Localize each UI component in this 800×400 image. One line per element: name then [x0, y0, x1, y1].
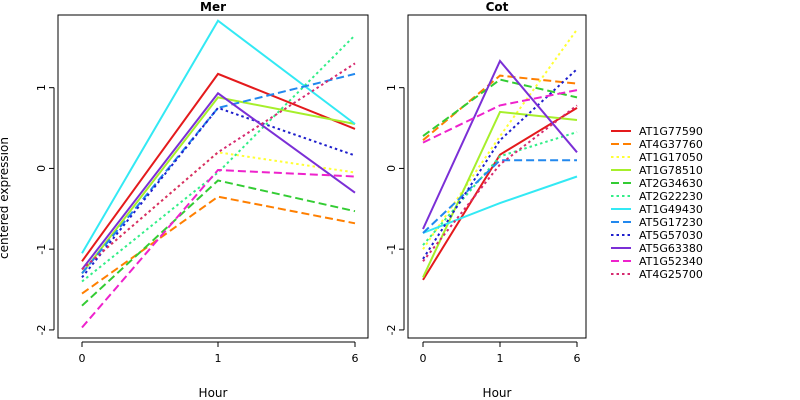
x-tick-label: 6: [574, 352, 581, 365]
y-tick-label: 1: [35, 84, 48, 91]
series-line-at1g77590: [81, 72, 356, 262]
y-tick-label: 1: [385, 84, 398, 91]
plot-frame: [407, 14, 587, 339]
legend-label: AT2G34630: [639, 177, 703, 190]
series-line-at1g52340: [81, 168, 356, 329]
panel-title: Cot: [486, 0, 509, 14]
series-line-at4g25700: [422, 104, 578, 262]
y-tick-label: -2: [385, 324, 398, 335]
x-axis-title: Hour: [483, 386, 512, 400]
series-line-at2g22230: [81, 34, 356, 283]
x-axis-title: Hour: [199, 386, 228, 400]
x-tick-label: 6: [352, 352, 359, 365]
series-line-at5g63380: [81, 91, 356, 271]
panel-cot: Cot 0 1 6 Hour -2 -1 0 1: [385, 0, 587, 400]
series-line-at4g37760: [81, 195, 356, 295]
series-line-at1g52340: [422, 89, 578, 144]
series-line-at4g37760: [422, 74, 578, 141]
legend-label: AT1G49430: [639, 203, 703, 216]
plot-frame: [57, 14, 369, 339]
series-line-at1g77590: [422, 107, 578, 281]
legend-label: AT1G17050: [639, 151, 703, 164]
y-tick-label: -2: [35, 324, 48, 335]
x-tick-label: 1: [215, 352, 222, 365]
series-line-at1g17050: [81, 151, 356, 271]
series-line-at5g63380: [422, 59, 578, 230]
series-line-at5g17230: [422, 159, 577, 234]
series-line-at1g49430: [81, 19, 356, 254]
series-line-at1g49430: [422, 175, 578, 234]
y-tick-label: 0: [35, 165, 48, 172]
legend-label: AT2G22230: [639, 190, 703, 203]
legend-label: AT5G17230: [639, 216, 703, 229]
legend-label: AT1G77590: [639, 125, 703, 138]
series-line-at1g17050: [422, 28, 578, 250]
x-tick-label: 0: [79, 352, 86, 365]
series-line-at2g34630: [81, 179, 356, 307]
legend: AT1G77590AT4G37760AT1G17050AT1G78510AT2G…: [611, 125, 703, 281]
legend-label: AT4G25700: [639, 268, 703, 281]
series-line-at2g34630: [422, 78, 578, 137]
series-line-at5g57030: [422, 68, 578, 260]
legend-label: AT1G52340: [639, 255, 703, 268]
legend-label: AT4G37760: [639, 138, 703, 151]
y-tick-label: 0: [385, 165, 398, 172]
series-line-at1g78510: [422, 110, 578, 278]
legend-label: AT5G63380: [639, 242, 703, 255]
y-tick-label: -1: [385, 244, 398, 255]
panel-title: Mer: [200, 0, 226, 14]
legend-label: AT5G57030: [639, 229, 703, 242]
legend-label: AT1G78510: [639, 164, 703, 177]
y-axis-title: centered expression: [0, 137, 11, 259]
series-line-at2g22230: [422, 131, 578, 246]
panel-mer: Mer 0 1 6 Hour -2 -1 0 1: [35, 0, 369, 400]
x-tick-label: 1: [497, 352, 504, 365]
series-line-at4g25700: [81, 62, 356, 271]
series-line-at1g78510: [81, 96, 356, 275]
series-line-at5g57030: [81, 106, 356, 279]
y-tick-label: -1: [35, 244, 48, 255]
x-tick-label: 0: [420, 352, 427, 365]
